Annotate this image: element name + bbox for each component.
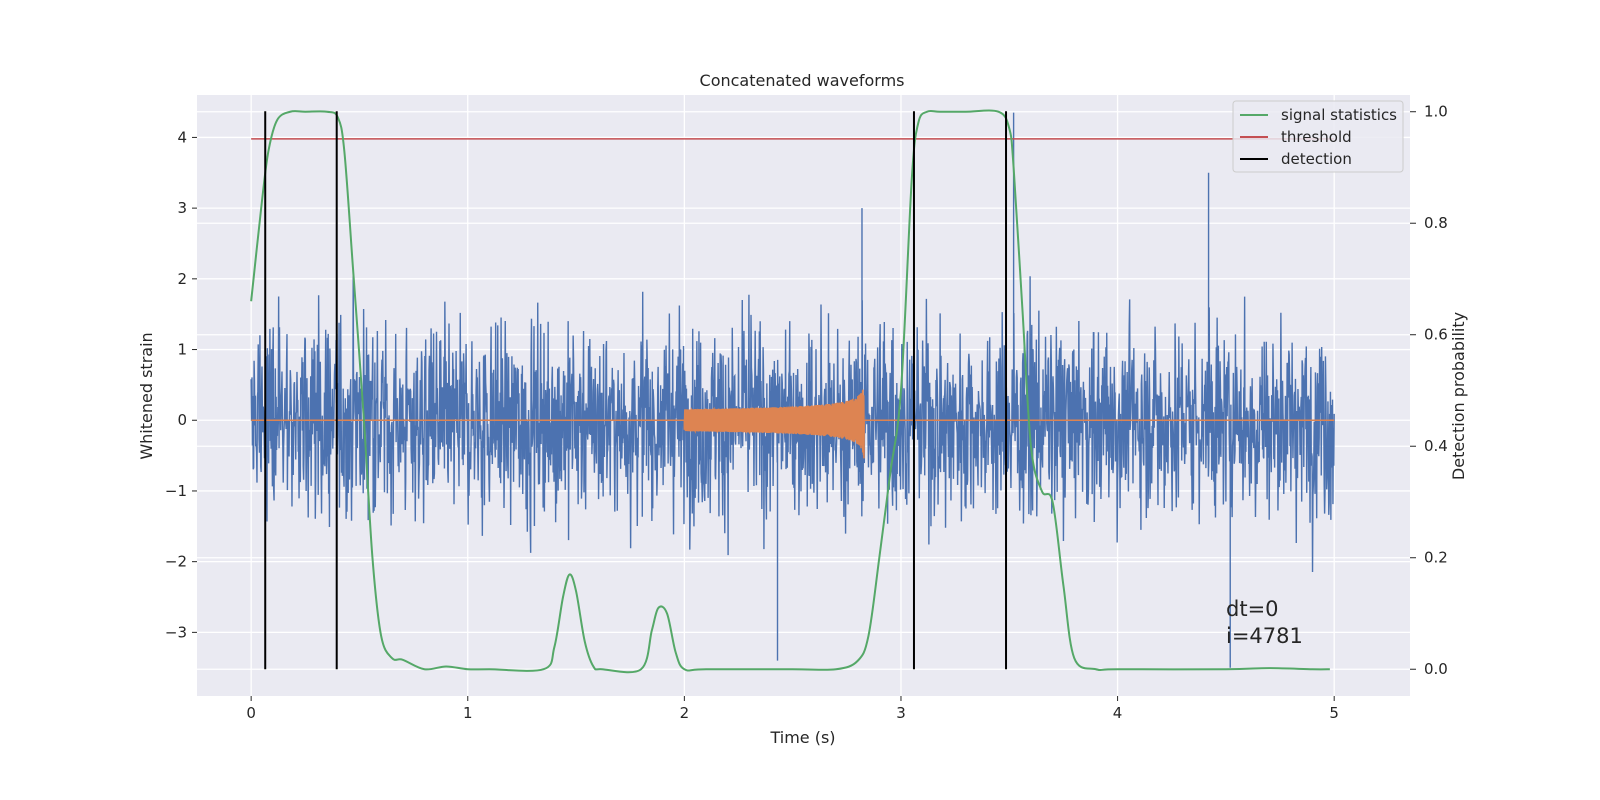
y-tick-label-5: 2 [177, 270, 187, 288]
x-tick-label-0: 0 [246, 704, 256, 722]
legend-label-0: signal statistics [1281, 106, 1397, 124]
series-signal-statistics [250, 109, 1330, 674]
x-tick-label-1: 1 [463, 704, 473, 722]
x-tick-label-4: 4 [1113, 704, 1123, 722]
chirp-line [251, 389, 1335, 459]
series-whitened-strain [250, 112, 1335, 668]
x-tick-label-5: 5 [1329, 704, 1339, 722]
y-tick-label-6: 3 [177, 199, 187, 217]
y-tick-label-2: −1 [165, 482, 187, 500]
y-tick-label-3: 0 [177, 411, 187, 429]
y2-tick-label-3: 0.6 [1424, 326, 1448, 344]
y-axis-label: Whitened strain [137, 332, 156, 459]
y-tick-label-7: 4 [177, 128, 187, 146]
y-tick-label-0: −3 [165, 623, 187, 641]
y2-axis-ticks: 0.0 0.2 0.4 0.6 0.8 1.0 [1410, 103, 1448, 678]
x-axis-ticks: 0 1 2 3 4 5 [246, 696, 1339, 722]
y-tick-label-4: 1 [177, 341, 187, 359]
x-tick-label-3: 3 [896, 704, 906, 722]
chart-title: Concatenated waveforms [700, 71, 905, 90]
legend: signal statistics threshold detection [1232, 100, 1404, 173]
legend-label-2: detection [1281, 150, 1352, 168]
x-tick-label-2: 2 [680, 704, 690, 722]
y2-tick-label-1: 0.2 [1424, 549, 1448, 567]
signal-statistics-line [250, 109, 1330, 674]
y2-axis-label: Detection probability [1449, 312, 1468, 480]
legend-label-1: threshold [1281, 128, 1352, 146]
x-axis-label: Time (s) [769, 728, 835, 747]
y2-tick-label-4: 0.8 [1424, 214, 1448, 232]
y2-tick-label-0: 0.0 [1424, 660, 1448, 678]
series-detection [264, 111, 1008, 670]
y-axis-ticks: −3 −2 −1 0 1 2 3 4 [165, 128, 197, 641]
noise-line [250, 112, 1335, 668]
annotation-i: i=4781 [1226, 624, 1303, 648]
legend-box [1232, 100, 1404, 173]
series-injected-chirp [251, 389, 1335, 459]
y2-tick-label-5: 1.0 [1424, 103, 1448, 121]
annotation-dt: dt=0 [1226, 597, 1279, 621]
y-tick-label-1: −2 [165, 553, 187, 571]
y2-tick-label-2: 0.4 [1424, 437, 1448, 455]
